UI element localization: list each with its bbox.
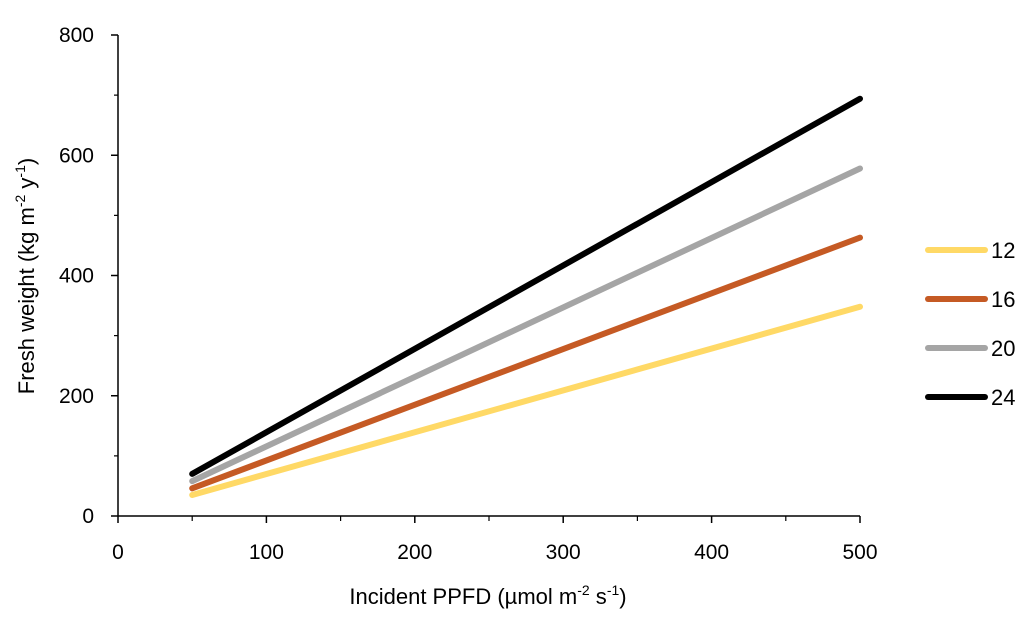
y-tick-label: 400 <box>59 265 94 288</box>
series-line-16 <box>189 234 863 492</box>
x-tick-label: 300 <box>546 541 581 564</box>
y-tick-label: 600 <box>59 144 94 167</box>
legend: 12 16 20 24 <box>925 238 1015 410</box>
legend-item-12: 12 <box>925 238 1015 263</box>
series-line-20 <box>189 165 863 485</box>
y-axis-title-base: Fresh weight (kg m <box>14 207 39 394</box>
x-axis-title-sup1: -2 <box>577 582 590 598</box>
legend-item-24: 24 <box>925 385 1015 410</box>
legend-label-16: 16 <box>991 287 1015 312</box>
x-tick-label: 400 <box>694 541 729 564</box>
x-axis-title-mid: s <box>590 584 607 609</box>
x-axis-title-end: ) <box>619 584 626 609</box>
x-axis-title: Incident PPFD (µmol m-2 s-1) <box>349 582 626 609</box>
x-tick-label: 0 <box>112 541 124 564</box>
series-line-12 <box>189 303 863 498</box>
series-line-24 <box>189 95 863 477</box>
x-axis-title-base: Incident PPFD (µmol m <box>349 584 577 609</box>
y-axis-title-sup2: -1 <box>12 165 28 178</box>
y-axis-title-end: ) <box>14 158 39 165</box>
y-tick-label: 800 <box>59 24 94 47</box>
axes <box>117 35 860 517</box>
legend-label-12: 12 <box>991 238 1015 263</box>
legend-item-16: 16 <box>925 287 1015 312</box>
ticks: 0 200 400 600 800 0 100 200 300 400 500 <box>59 24 878 564</box>
legend-label-20: 20 <box>991 336 1015 361</box>
x-tick-label: 100 <box>249 541 284 564</box>
y-tick-label: 200 <box>59 385 94 408</box>
y-axis-title-sup1: -2 <box>12 194 28 207</box>
series-layer <box>189 95 863 498</box>
legend-item-20: 20 <box>925 336 1015 361</box>
y-tick-label: 0 <box>82 505 94 528</box>
x-tick-label: 500 <box>842 541 877 564</box>
x-tick-label: 200 <box>397 541 432 564</box>
x-axis-title-sup2: -1 <box>607 582 620 598</box>
legend-label-24: 24 <box>991 385 1015 410</box>
y-axis-title-mid: y <box>14 178 39 195</box>
y-axis-title: Fresh weight (kg m-2 y-1) <box>12 158 39 394</box>
